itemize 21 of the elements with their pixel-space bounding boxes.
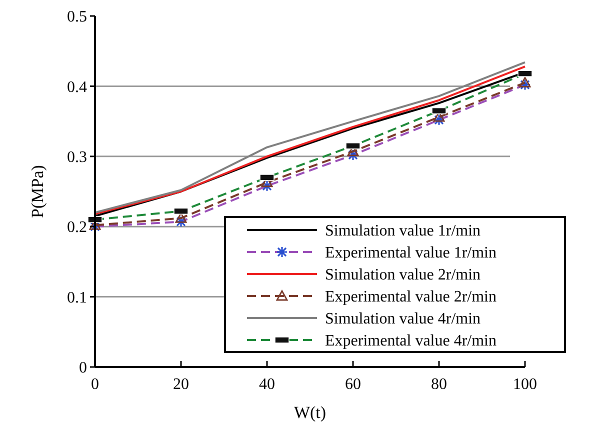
x-tick-label: 80 <box>431 376 447 393</box>
x-tick-label: 20 <box>173 376 189 393</box>
x-axis-title: W(t) <box>294 403 326 422</box>
x-tick-label: 60 <box>345 376 361 393</box>
legend-label: Simulation value 2r/min <box>325 266 481 284</box>
legend-label: Simulation value 4r/min <box>325 310 481 328</box>
y-tick-label: 0.5 <box>67 8 87 26</box>
y-tick-label: 0.1 <box>67 289 87 306</box>
legend-label: Experimental value 4r/min <box>325 332 496 350</box>
y-tick-label: 0.3 <box>67 149 87 166</box>
legend-label: Experimental value 1r/min <box>325 244 496 262</box>
legend-label: Simulation value 1r/min <box>325 222 481 240</box>
point <box>519 76 531 88</box>
y-tick-label: 0.2 <box>67 219 87 236</box>
y-tick-label: 0 <box>79 360 87 377</box>
y-axis-title: P(MPa) <box>28 165 47 218</box>
y-tick-label: 0.4 <box>67 78 87 96</box>
x-tick-label: 0 <box>91 376 99 393</box>
legend-label: Experimental value 2r/min <box>325 288 496 306</box>
x-tick-label: 100 <box>513 376 537 393</box>
x-tick-label: 40 <box>259 376 275 393</box>
